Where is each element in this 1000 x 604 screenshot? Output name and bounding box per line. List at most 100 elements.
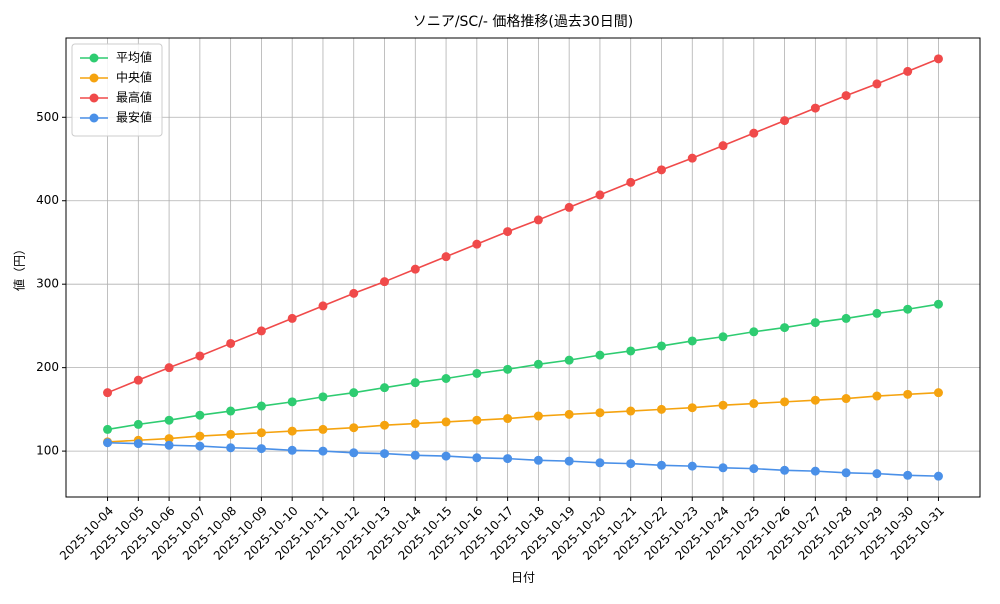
data-point — [933, 54, 943, 64]
data-point — [503, 227, 513, 237]
data-point — [626, 459, 636, 469]
data-point — [380, 383, 390, 393]
data-point — [564, 202, 574, 212]
data-point — [933, 388, 943, 398]
data-point — [318, 392, 328, 402]
data-point — [164, 440, 174, 450]
data-point — [256, 326, 266, 336]
data-point — [564, 456, 574, 466]
plot-frame — [65, 37, 981, 498]
data-point — [380, 420, 390, 430]
data-point — [349, 288, 359, 298]
data-point — [287, 397, 297, 407]
data-point — [810, 103, 820, 113]
legend-label: 中央値 — [116, 70, 152, 85]
data-point — [256, 428, 266, 438]
data-point — [380, 449, 390, 459]
data-point — [780, 323, 790, 333]
data-point — [626, 406, 636, 416]
data-point — [533, 411, 543, 421]
data-point — [349, 423, 359, 433]
legend-box — [71, 43, 163, 137]
data-point — [595, 458, 605, 468]
data-point — [841, 468, 851, 478]
data-point — [256, 401, 266, 411]
data-point — [903, 389, 913, 399]
data-point — [133, 375, 143, 385]
data-point — [656, 341, 666, 351]
data-point — [626, 177, 636, 187]
data-point — [410, 378, 420, 388]
data-point — [903, 470, 913, 480]
data-point — [441, 252, 451, 262]
data-point — [749, 128, 759, 138]
data-point — [195, 410, 205, 420]
data-point — [780, 397, 790, 407]
data-point — [718, 332, 728, 342]
data-point — [595, 350, 605, 360]
data-point — [595, 408, 605, 418]
data-point — [872, 308, 882, 318]
legend-label: 最安値 — [116, 110, 152, 125]
data-point — [503, 454, 513, 464]
data-point — [903, 304, 913, 314]
data-point — [564, 409, 574, 419]
data-point — [164, 434, 174, 444]
data-point — [780, 116, 790, 126]
chart-title: ソニア/SC/- 価格推移(過去30日間) — [413, 14, 633, 30]
data-point — [164, 415, 174, 425]
legend-marker — [89, 73, 99, 83]
data-point — [903, 66, 913, 76]
data-point — [872, 469, 882, 479]
data-point — [195, 431, 205, 441]
data-point — [287, 426, 297, 436]
data-point — [595, 190, 605, 200]
data-point — [718, 463, 728, 473]
data-point — [841, 394, 851, 404]
data-point — [533, 215, 543, 225]
data-point — [195, 441, 205, 451]
data-point — [810, 395, 820, 405]
data-point — [503, 364, 513, 374]
data-point — [441, 451, 451, 461]
data-point — [410, 264, 420, 274]
data-point — [749, 399, 759, 409]
data-point — [749, 327, 759, 337]
y-tick-label: 500 — [36, 110, 59, 124]
data-point — [503, 414, 513, 424]
data-point — [533, 359, 543, 369]
legend-marker — [89, 53, 99, 63]
data-point — [626, 346, 636, 356]
data-point — [933, 299, 943, 309]
data-point — [841, 91, 851, 101]
data-point — [226, 338, 236, 348]
data-point — [318, 446, 328, 456]
data-point — [133, 419, 143, 429]
legend-marker — [89, 113, 99, 123]
data-point — [410, 419, 420, 429]
y-tick-label: 200 — [36, 360, 59, 374]
data-point — [687, 461, 697, 471]
data-point — [656, 165, 666, 175]
y-axis-label: 値（円） — [12, 243, 27, 291]
data-point — [103, 388, 113, 398]
legend-marker — [89, 93, 99, 103]
series-line — [107, 441, 939, 477]
series-line — [107, 303, 939, 431]
data-point — [564, 355, 574, 365]
data-point — [380, 277, 390, 287]
y-tick-label: 100 — [36, 444, 59, 458]
data-point — [810, 466, 820, 476]
data-point — [472, 239, 482, 249]
data-point — [349, 388, 359, 398]
data-point — [472, 368, 482, 378]
data-point — [318, 424, 328, 434]
data-point — [656, 460, 666, 470]
y-tick-label: 400 — [36, 193, 59, 207]
data-point — [226, 443, 236, 453]
data-point — [472, 415, 482, 425]
data-point — [780, 465, 790, 475]
data-point — [195, 351, 205, 361]
data-point — [103, 424, 113, 434]
data-point — [349, 448, 359, 458]
